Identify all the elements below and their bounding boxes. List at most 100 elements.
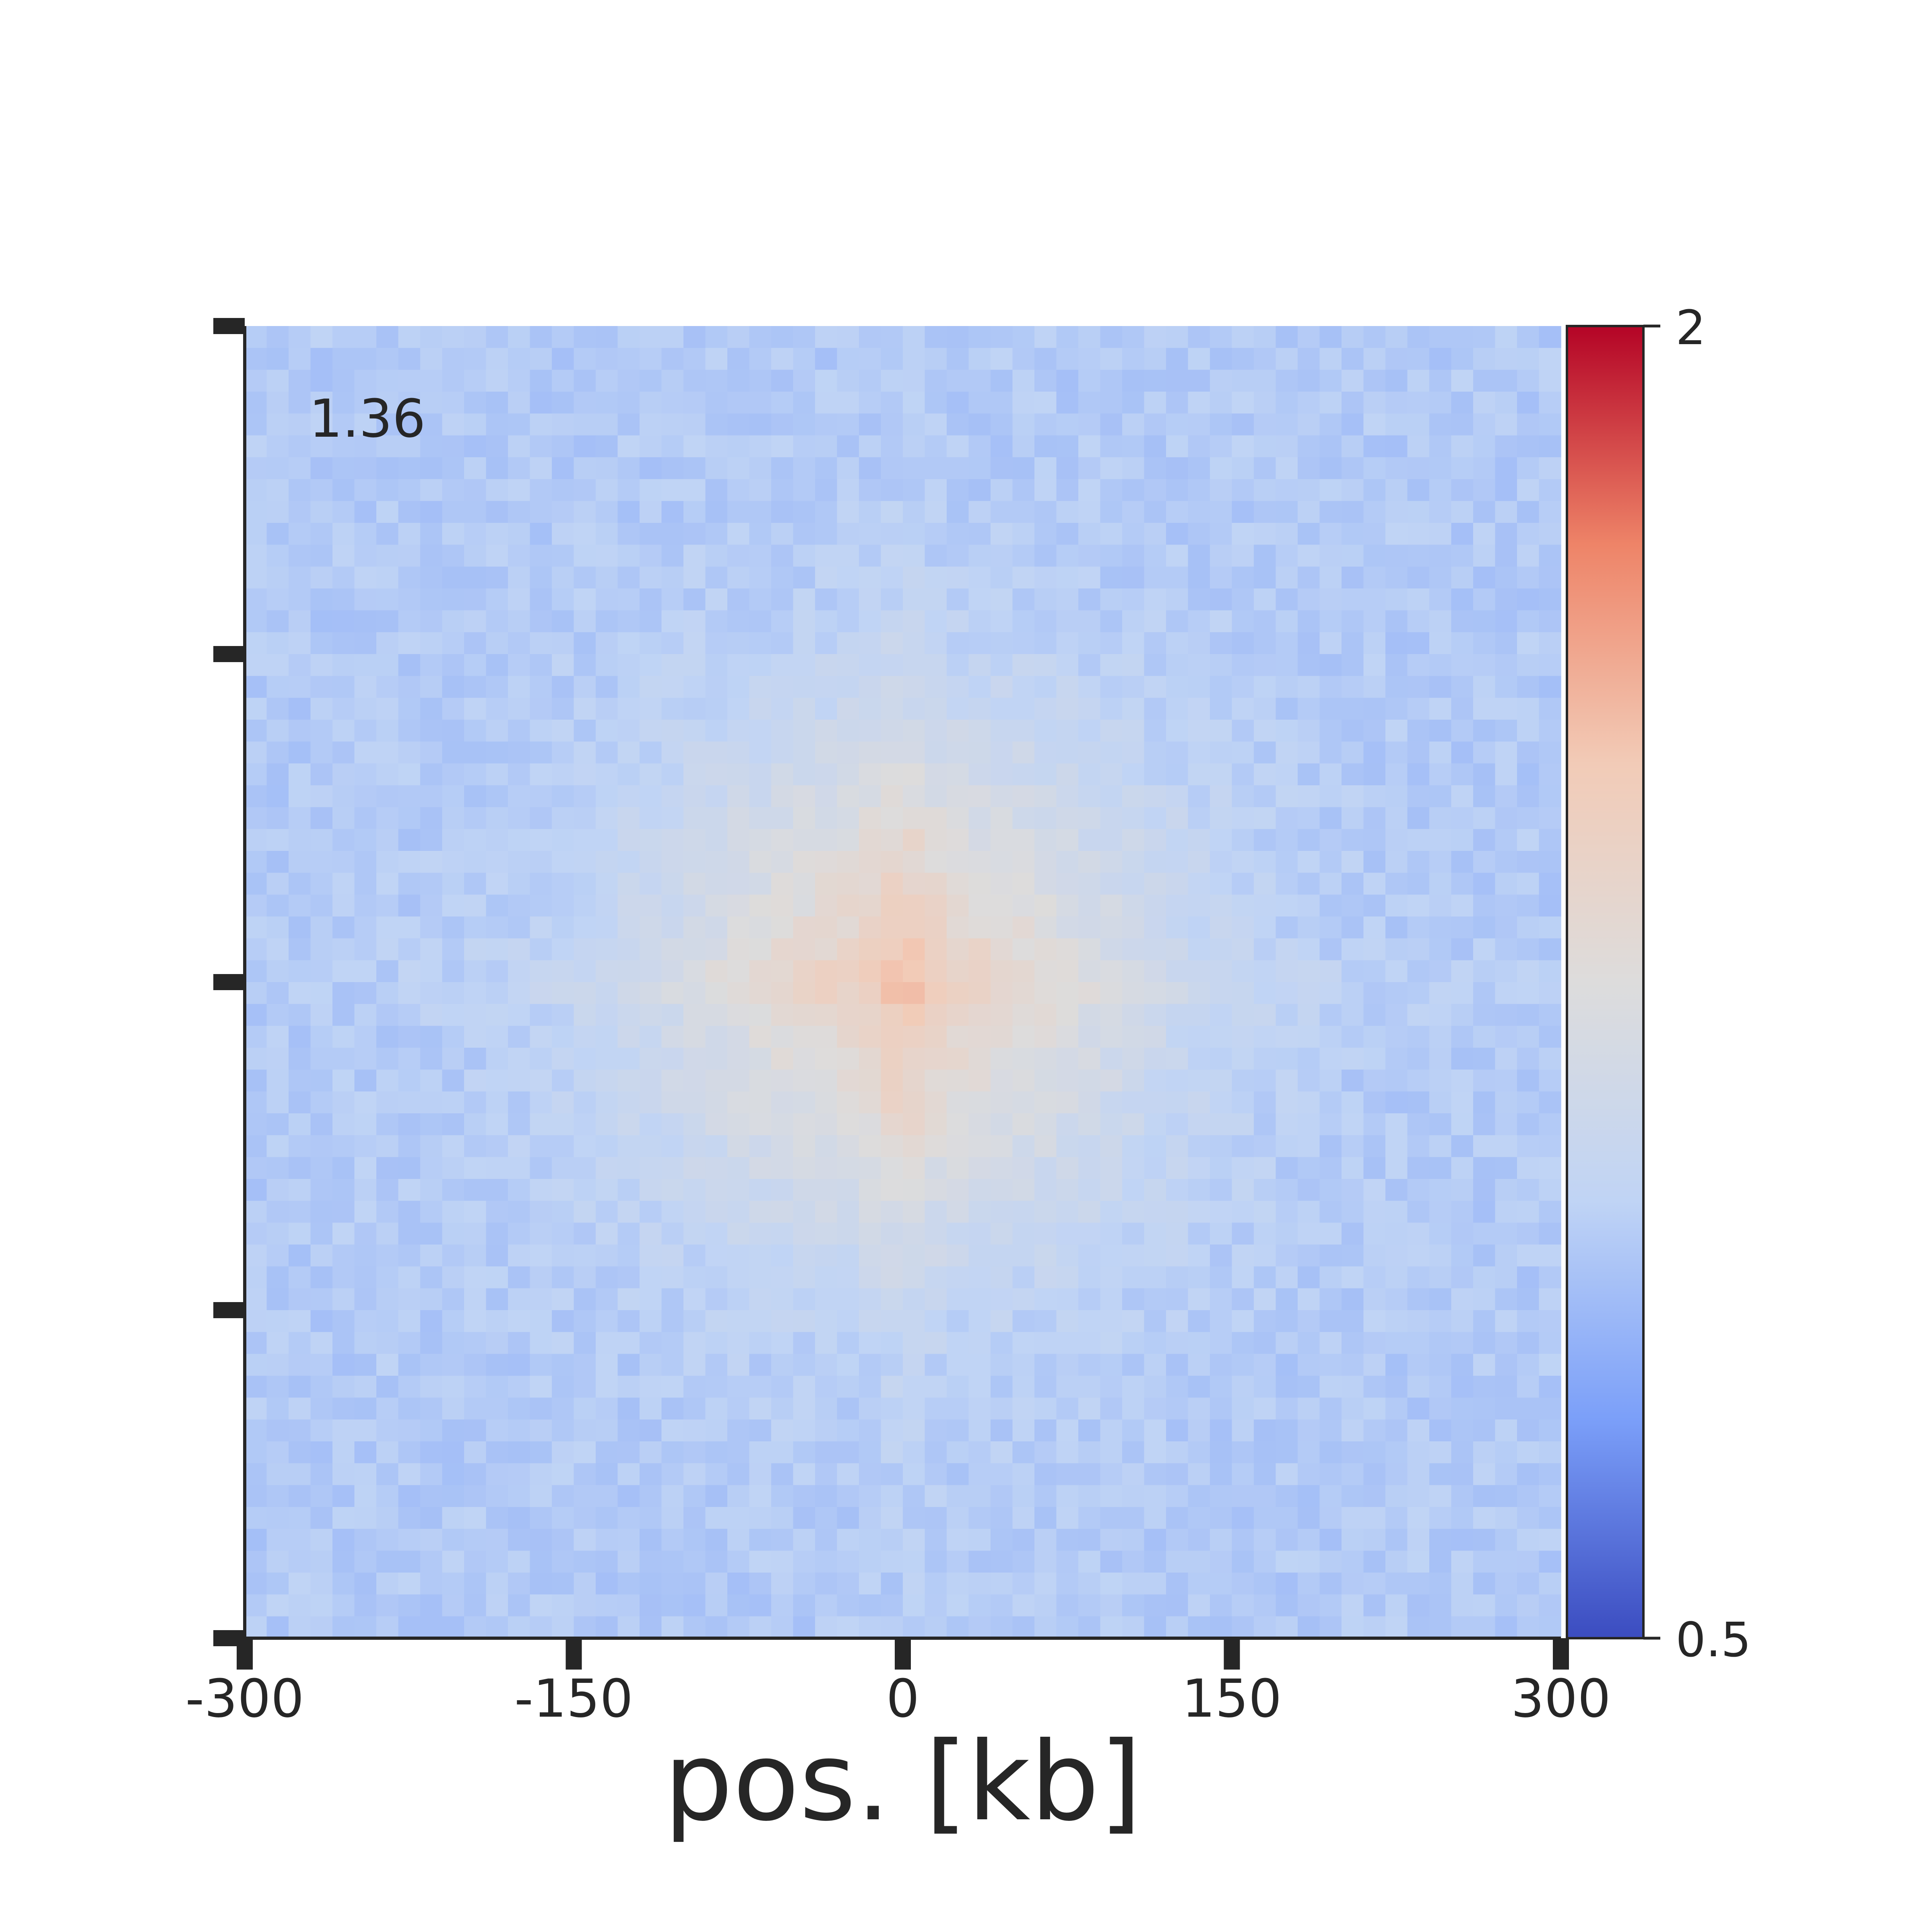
heatmap-cell — [947, 1441, 969, 1464]
heatmap-cell — [925, 720, 947, 742]
heatmap-cell — [332, 1113, 355, 1136]
heatmap-cell — [508, 523, 530, 545]
heatmap-cell — [903, 894, 925, 917]
heatmap-cell — [1100, 1354, 1123, 1376]
heatmap-cell — [266, 720, 289, 742]
heatmap-cell — [991, 1288, 1013, 1311]
heatmap-cell — [596, 829, 618, 851]
heatmap-cell — [1319, 698, 1342, 720]
heatmap-cell — [245, 1266, 267, 1289]
heatmap-cell — [1078, 916, 1101, 939]
heatmap-cell — [1276, 785, 1298, 808]
heatmap-cell — [464, 851, 487, 873]
heatmap-cell — [1473, 632, 1496, 654]
heatmap-cell — [552, 1069, 574, 1092]
heatmap-cell — [1298, 894, 1320, 917]
heatmap-cell — [749, 369, 772, 392]
heatmap-cell — [1276, 632, 1298, 654]
heatmap-cell — [903, 1354, 925, 1376]
heatmap-cell — [1122, 698, 1145, 720]
heatmap-cell — [1473, 1573, 1496, 1595]
heatmap-cell — [1100, 392, 1123, 414]
heatmap-cell — [530, 1201, 552, 1223]
heatmap-cell — [903, 348, 925, 370]
heatmap-cell — [332, 1354, 355, 1376]
heatmap-cell — [903, 1048, 925, 1070]
heatmap-cell — [968, 720, 991, 742]
heatmap-cell — [859, 938, 881, 961]
heatmap-cell — [574, 1266, 596, 1289]
heatmap-cell — [1451, 676, 1474, 698]
heatmap-cell — [1276, 501, 1298, 523]
heatmap-cell — [1078, 1573, 1101, 1595]
heatmap-cell — [1166, 545, 1189, 567]
heatmap-cell — [1100, 523, 1123, 545]
heatmap-cell — [1210, 1310, 1232, 1333]
heatmap-cell — [837, 1573, 859, 1595]
heatmap-cell — [1100, 369, 1123, 392]
heatmap-cell — [245, 873, 267, 895]
heatmap-cell — [1276, 1616, 1298, 1639]
heatmap-cell — [552, 1179, 574, 1201]
heatmap-cell — [903, 1091, 925, 1114]
heatmap-cell — [881, 1113, 903, 1136]
heatmap-cell — [1385, 457, 1408, 480]
heatmap-cell — [1319, 610, 1342, 633]
heatmap-cell — [486, 545, 508, 567]
heatmap-cell — [596, 632, 618, 654]
heatmap-cell — [1012, 369, 1035, 392]
heatmap-cell — [881, 1179, 903, 1201]
heatmap-cell — [1473, 916, 1496, 939]
heatmap-cell — [574, 1004, 596, 1026]
heatmap-cell — [1210, 1332, 1232, 1354]
heatmap-cell — [968, 545, 991, 567]
heatmap-cell — [771, 1026, 794, 1048]
heatmap-cell — [1495, 1507, 1517, 1530]
heatmap-cell — [1495, 1113, 1517, 1136]
heatmap-cell — [859, 1026, 881, 1048]
heatmap-cell — [1363, 1354, 1386, 1376]
heatmap-cell — [1407, 1485, 1430, 1507]
heatmap-cell — [947, 566, 969, 589]
heatmap-cell — [771, 435, 794, 458]
heatmap-cell — [727, 457, 750, 480]
heatmap-cell — [837, 479, 859, 502]
heatmap-cell — [1254, 435, 1276, 458]
heatmap-cell — [749, 1245, 772, 1267]
heatmap-cell — [310, 1179, 333, 1201]
heatmap-cell — [1034, 1266, 1057, 1289]
heatmap-cell — [1407, 1441, 1430, 1464]
heatmap-cell — [596, 982, 618, 1005]
heatmap-cell — [1539, 1573, 1561, 1595]
heatmap-cell — [1232, 873, 1254, 895]
heatmap-cell — [1539, 1222, 1561, 1245]
heatmap-cell — [727, 1135, 750, 1158]
heatmap-cell — [398, 1332, 421, 1354]
heatmap-cell — [1122, 1310, 1145, 1333]
heatmap-cell — [1495, 1048, 1517, 1070]
heatmap-cell — [552, 1135, 574, 1158]
heatmap-cell — [442, 1310, 464, 1333]
heatmap-cell — [1276, 1332, 1298, 1354]
heatmap-cell — [815, 501, 838, 523]
heatmap-cell — [574, 457, 596, 480]
heatmap-cell — [1517, 1026, 1540, 1048]
heatmap-cell — [1232, 1179, 1254, 1201]
heatmap-cell — [991, 676, 1013, 698]
heatmap-cell — [947, 1397, 969, 1420]
heatmap-cell — [1342, 1004, 1364, 1026]
heatmap-cell — [1298, 676, 1320, 698]
heatmap-cell — [596, 1507, 618, 1530]
heatmap-cell — [1034, 1113, 1057, 1136]
heatmap-cell — [1166, 348, 1189, 370]
heatmap-cell — [1276, 1026, 1298, 1048]
heatmap-cell — [1385, 566, 1408, 589]
heatmap-cell — [705, 916, 728, 939]
heatmap-cell — [245, 435, 267, 458]
heatmap-cell — [991, 785, 1013, 808]
heatmap-cell — [1100, 1266, 1123, 1289]
heatmap-cell — [1100, 1332, 1123, 1354]
heatmap-cell — [1034, 1376, 1057, 1398]
heatmap-cell — [640, 545, 662, 567]
heatmap-cell — [947, 1529, 969, 1551]
